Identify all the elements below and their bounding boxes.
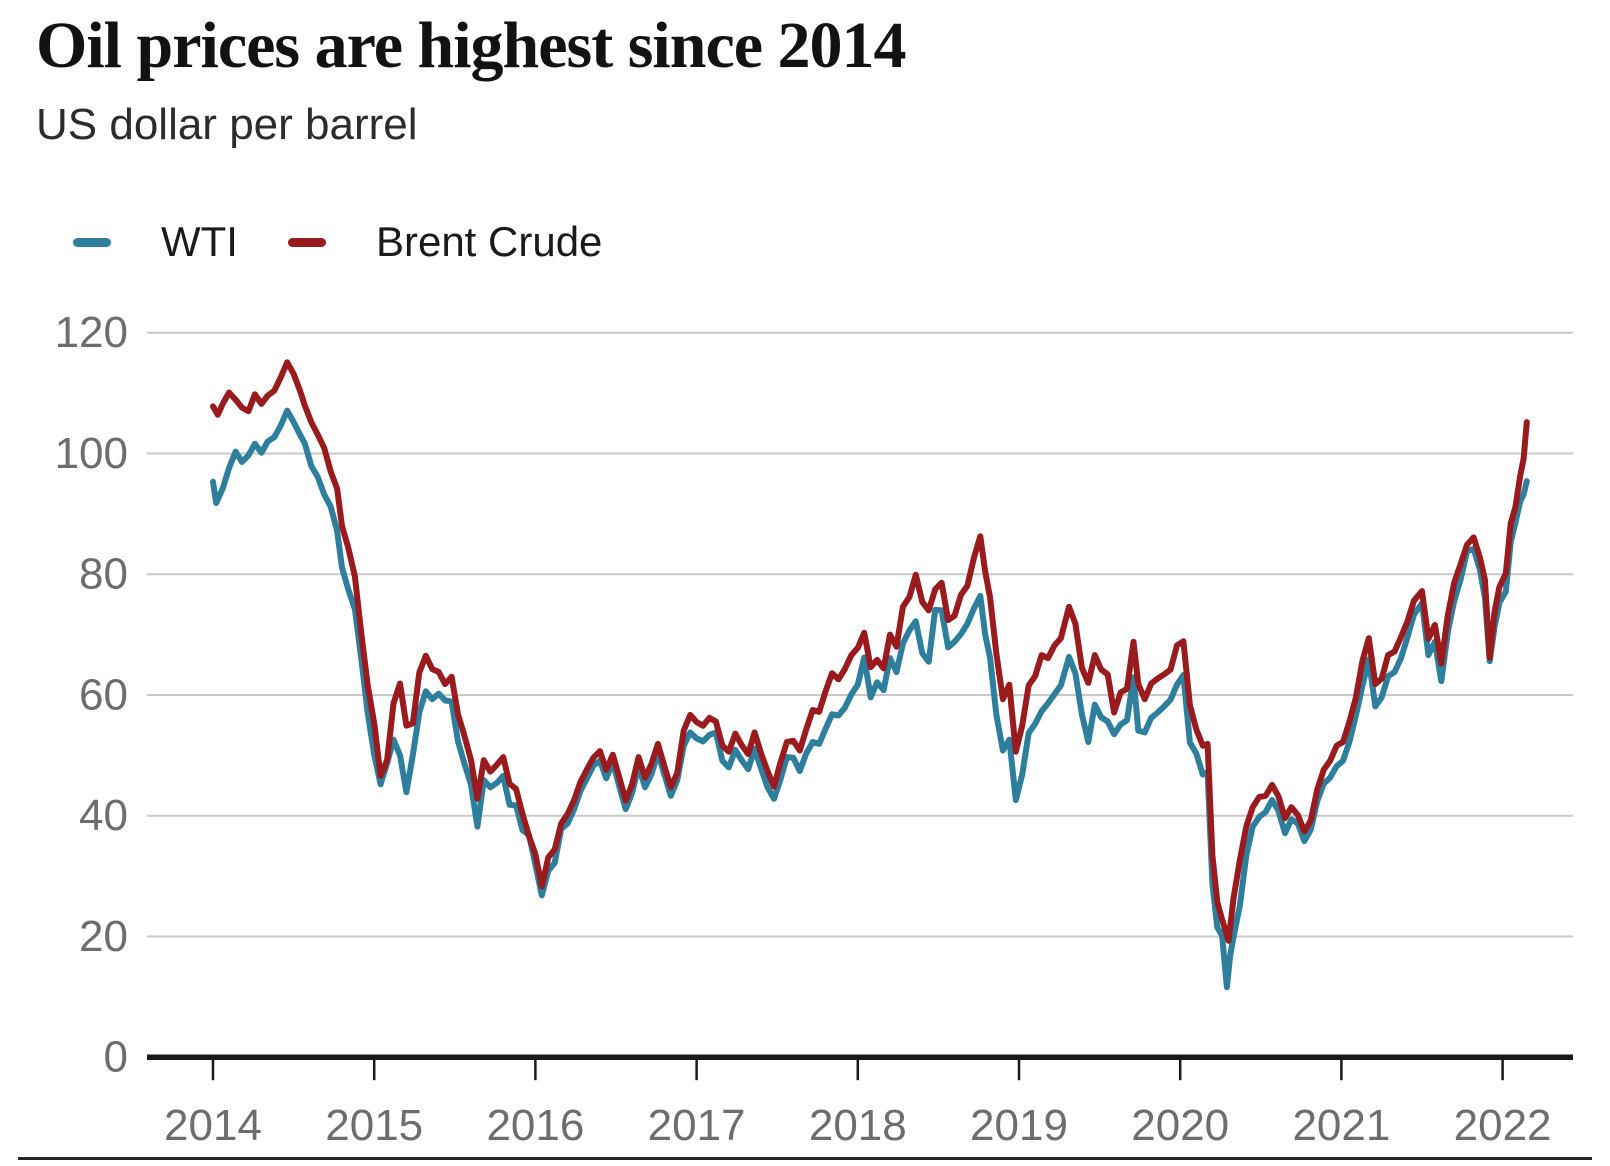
legend-label-brent: Brent Crude [375,218,603,265]
axes [18,1054,1592,1160]
x-tick-label: 2021 [1292,1101,1390,1150]
x-tick-label: 2022 [1454,1101,1552,1150]
x-tick-label: 2020 [1131,1101,1229,1150]
wti-line-swatch-icon [73,237,111,247]
brent-line-swatch-icon [287,237,326,247]
data-series [210,359,1530,991]
y-tick-label: 0 [104,1033,128,1082]
x-tick-label: 2016 [486,1101,584,1150]
y-tick-label: 60 [79,670,128,719]
y-tick-label: 80 [79,550,128,599]
y-tick-label: 120 [55,308,128,357]
legend-item-wti: WTI [73,218,238,266]
gridlines [147,331,1573,938]
y-tick-label: 40 [79,791,128,840]
series-line-wti [210,407,1530,991]
chart-legend: WTI Brent Crude [73,218,602,266]
y-tick-label: 20 [79,912,128,961]
chart-subtitle: US dollar per barrel [36,100,418,149]
x-tick-label: 2018 [809,1101,907,1150]
x-tick-label: 2017 [648,1101,746,1150]
y-tick-label: 100 [55,429,128,478]
series-line-brent-crude [210,359,1530,944]
x-tick-label: 2014 [164,1101,262,1150]
legend-label-wti: WTI [161,218,238,265]
legend-item-brent: Brent Crude [287,218,603,266]
x-tick-label: 2015 [325,1101,423,1150]
axis-labels: 0 20 40 60 80 100 120 2014 2015 2016 2017 2018 2019 2… [55,308,1552,1150]
page-title: Oil prices are highest since 2014 [36,9,907,82]
x-tick-label: 2019 [970,1101,1068,1150]
